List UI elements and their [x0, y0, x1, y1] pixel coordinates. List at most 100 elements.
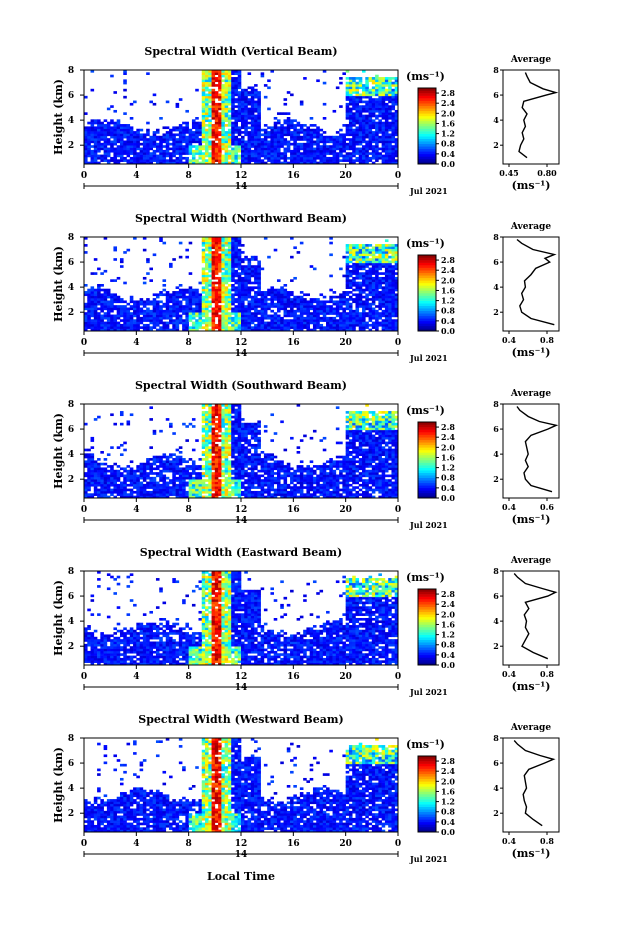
- heatmap-cell: [142, 469, 147, 473]
- heatmap-cell: [165, 161, 170, 165]
- heatmap-cell: [116, 133, 121, 137]
- heatmap-cell: [139, 138, 144, 141]
- heatmap-cell: [244, 255, 248, 259]
- heatmap-cell: [358, 149, 363, 153]
- heatmap-cell: [299, 291, 304, 294]
- heatmap-cell: [227, 328, 232, 332]
- heatmap-cell: [162, 140, 167, 144]
- heatmap-cell: [352, 321, 356, 325]
- heatmap-cell: [270, 142, 275, 146]
- heatmap-cell: [211, 126, 216, 130]
- heatmap-cell: [244, 276, 248, 280]
- heatmap-cell: [273, 145, 278, 148]
- heatmap-cell: [205, 74, 209, 78]
- heatmap-cell: [303, 149, 307, 153]
- heatmap-cell: [175, 469, 180, 473]
- heatmap-cell: [339, 81, 343, 85]
- heatmap-cell: [306, 319, 310, 322]
- heatmap-cell: [224, 241, 229, 245]
- heatmap-cell: [172, 493, 176, 496]
- heatmap-cell: [208, 119, 212, 122]
- heatmap-cell: [224, 142, 229, 146]
- heatmap-cell: [218, 262, 222, 266]
- heatmap-cell: [172, 326, 176, 329]
- heatmap-cell: [267, 323, 271, 327]
- heatmap-cell: [283, 131, 288, 134]
- heatmap-cell: [283, 319, 288, 322]
- heatmap-cell: [358, 312, 363, 315]
- heatmap-cell: [247, 302, 252, 306]
- heatmap-cell: [87, 161, 91, 165]
- heatmap-cell: [221, 284, 225, 287]
- heatmap-cell: [241, 300, 245, 304]
- heatmap-cell: [172, 293, 176, 297]
- heatmap-cell: [90, 135, 95, 139]
- heatmap-cell: [234, 300, 239, 304]
- heatmap-cell: [159, 145, 163, 148]
- heatmap-cell: [316, 128, 320, 132]
- heatmap-cell: [198, 465, 203, 468]
- heatmap-cell: [172, 486, 176, 489]
- heatmap-cell: [303, 323, 307, 327]
- heatmap-cell: [178, 462, 183, 466]
- heatmap-cell: [241, 107, 245, 111]
- heatmap-cell: [201, 472, 206, 475]
- heatmap-cell: [87, 472, 91, 475]
- heatmap-cell: [345, 286, 350, 289]
- heatmap-cell: [358, 255, 363, 259]
- heatmap-cell: [221, 121, 225, 125]
- heatmap-cell: [345, 126, 350, 130]
- heatmap-cell: [178, 476, 183, 480]
- heatmap-cell: [263, 326, 268, 329]
- heatmap-cell: [231, 107, 235, 111]
- heatmap-cell: [182, 488, 186, 492]
- heatmap-cell: [391, 265, 396, 268]
- heatmap-cell: [146, 458, 150, 461]
- heatmap-cell: [182, 131, 186, 134]
- heatmap-cell: [149, 302, 153, 306]
- heatmap-cell: [388, 269, 392, 273]
- heatmap-cell: [201, 474, 206, 478]
- heatmap-cell: [345, 284, 350, 287]
- heatmap-cell: [90, 298, 95, 301]
- heatmap-cell: [214, 298, 219, 301]
- heatmap-cell: [339, 305, 343, 308]
- heatmap-cell: [188, 272, 193, 275]
- heatmap-cell: [293, 145, 297, 148]
- heatmap-cell: [152, 432, 157, 435]
- heatmap-cell: [205, 425, 209, 428]
- heatmap-cell: [391, 309, 396, 313]
- heatmap-cell: [329, 159, 333, 162]
- heatmap-cell: [97, 488, 101, 492]
- heatmap-cell: [185, 302, 189, 306]
- heatmap-cell: [136, 147, 140, 151]
- heatmap-cell: [296, 298, 301, 301]
- heatmap-cell: [159, 161, 163, 165]
- heatmap-cell: [303, 309, 307, 313]
- heatmap-cell: [201, 133, 206, 137]
- heatmap-cell: [234, 260, 239, 264]
- heatmap-cell: [247, 140, 252, 144]
- heatmap-cell: [237, 77, 242, 80]
- heatmap-cell: [234, 124, 239, 127]
- heatmap-cell: [208, 260, 212, 264]
- heatmap-cell: [290, 161, 294, 165]
- heatmap-cell: [244, 142, 248, 146]
- heatmap-cell: [348, 316, 353, 320]
- heatmap-cell: [306, 302, 310, 306]
- heatmap-cell: [155, 149, 160, 153]
- heatmap-cell: [214, 159, 219, 162]
- heatmap-cell: [254, 95, 258, 99]
- heatmap-cell: [276, 145, 281, 148]
- heatmap-cell: [378, 100, 382, 104]
- heatmap-cell: [116, 321, 121, 325]
- heatmap-cell: [296, 328, 301, 332]
- heatmap-cell: [244, 145, 248, 148]
- heatmap-cell: [312, 156, 317, 160]
- heatmap-cell: [237, 267, 242, 271]
- heatmap-cell: [306, 323, 310, 327]
- heatmap-cell: [129, 316, 134, 320]
- heatmap-cell: [227, 262, 232, 266]
- heatmap-cell: [342, 274, 346, 278]
- heatmap-cell: [368, 269, 373, 273]
